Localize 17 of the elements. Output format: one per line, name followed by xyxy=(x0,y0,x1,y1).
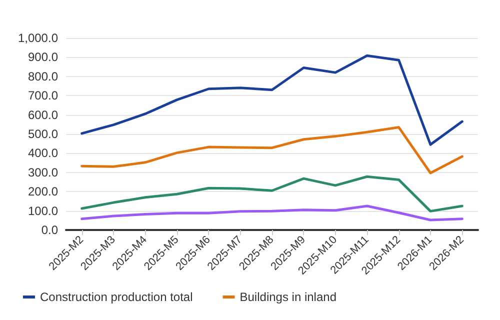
line-series xyxy=(80,126,464,174)
legend-label: Construction production total xyxy=(40,290,193,304)
y-tick-label: 700.0 xyxy=(28,88,58,103)
y-tick-label: 0.0 xyxy=(41,223,58,237)
y-tick-label: 1,000.0 xyxy=(18,31,58,45)
y-tick-label: 900.0 xyxy=(28,50,58,64)
y-tick-label: 100.0 xyxy=(28,204,58,218)
line-series xyxy=(80,175,464,212)
y-tick-label: 400.0 xyxy=(28,146,58,160)
y-tick-label: 500.0 xyxy=(28,127,58,141)
y-tick-label: 200.0 xyxy=(28,184,58,199)
line-series xyxy=(80,54,464,146)
y-tick-label: 600.0 xyxy=(28,108,58,122)
y-tick-label: 300.0 xyxy=(28,165,58,180)
y-tick-label: 800.0 xyxy=(28,69,58,84)
line-series xyxy=(80,204,464,222)
legend-label: Buildings in inland xyxy=(240,290,336,304)
